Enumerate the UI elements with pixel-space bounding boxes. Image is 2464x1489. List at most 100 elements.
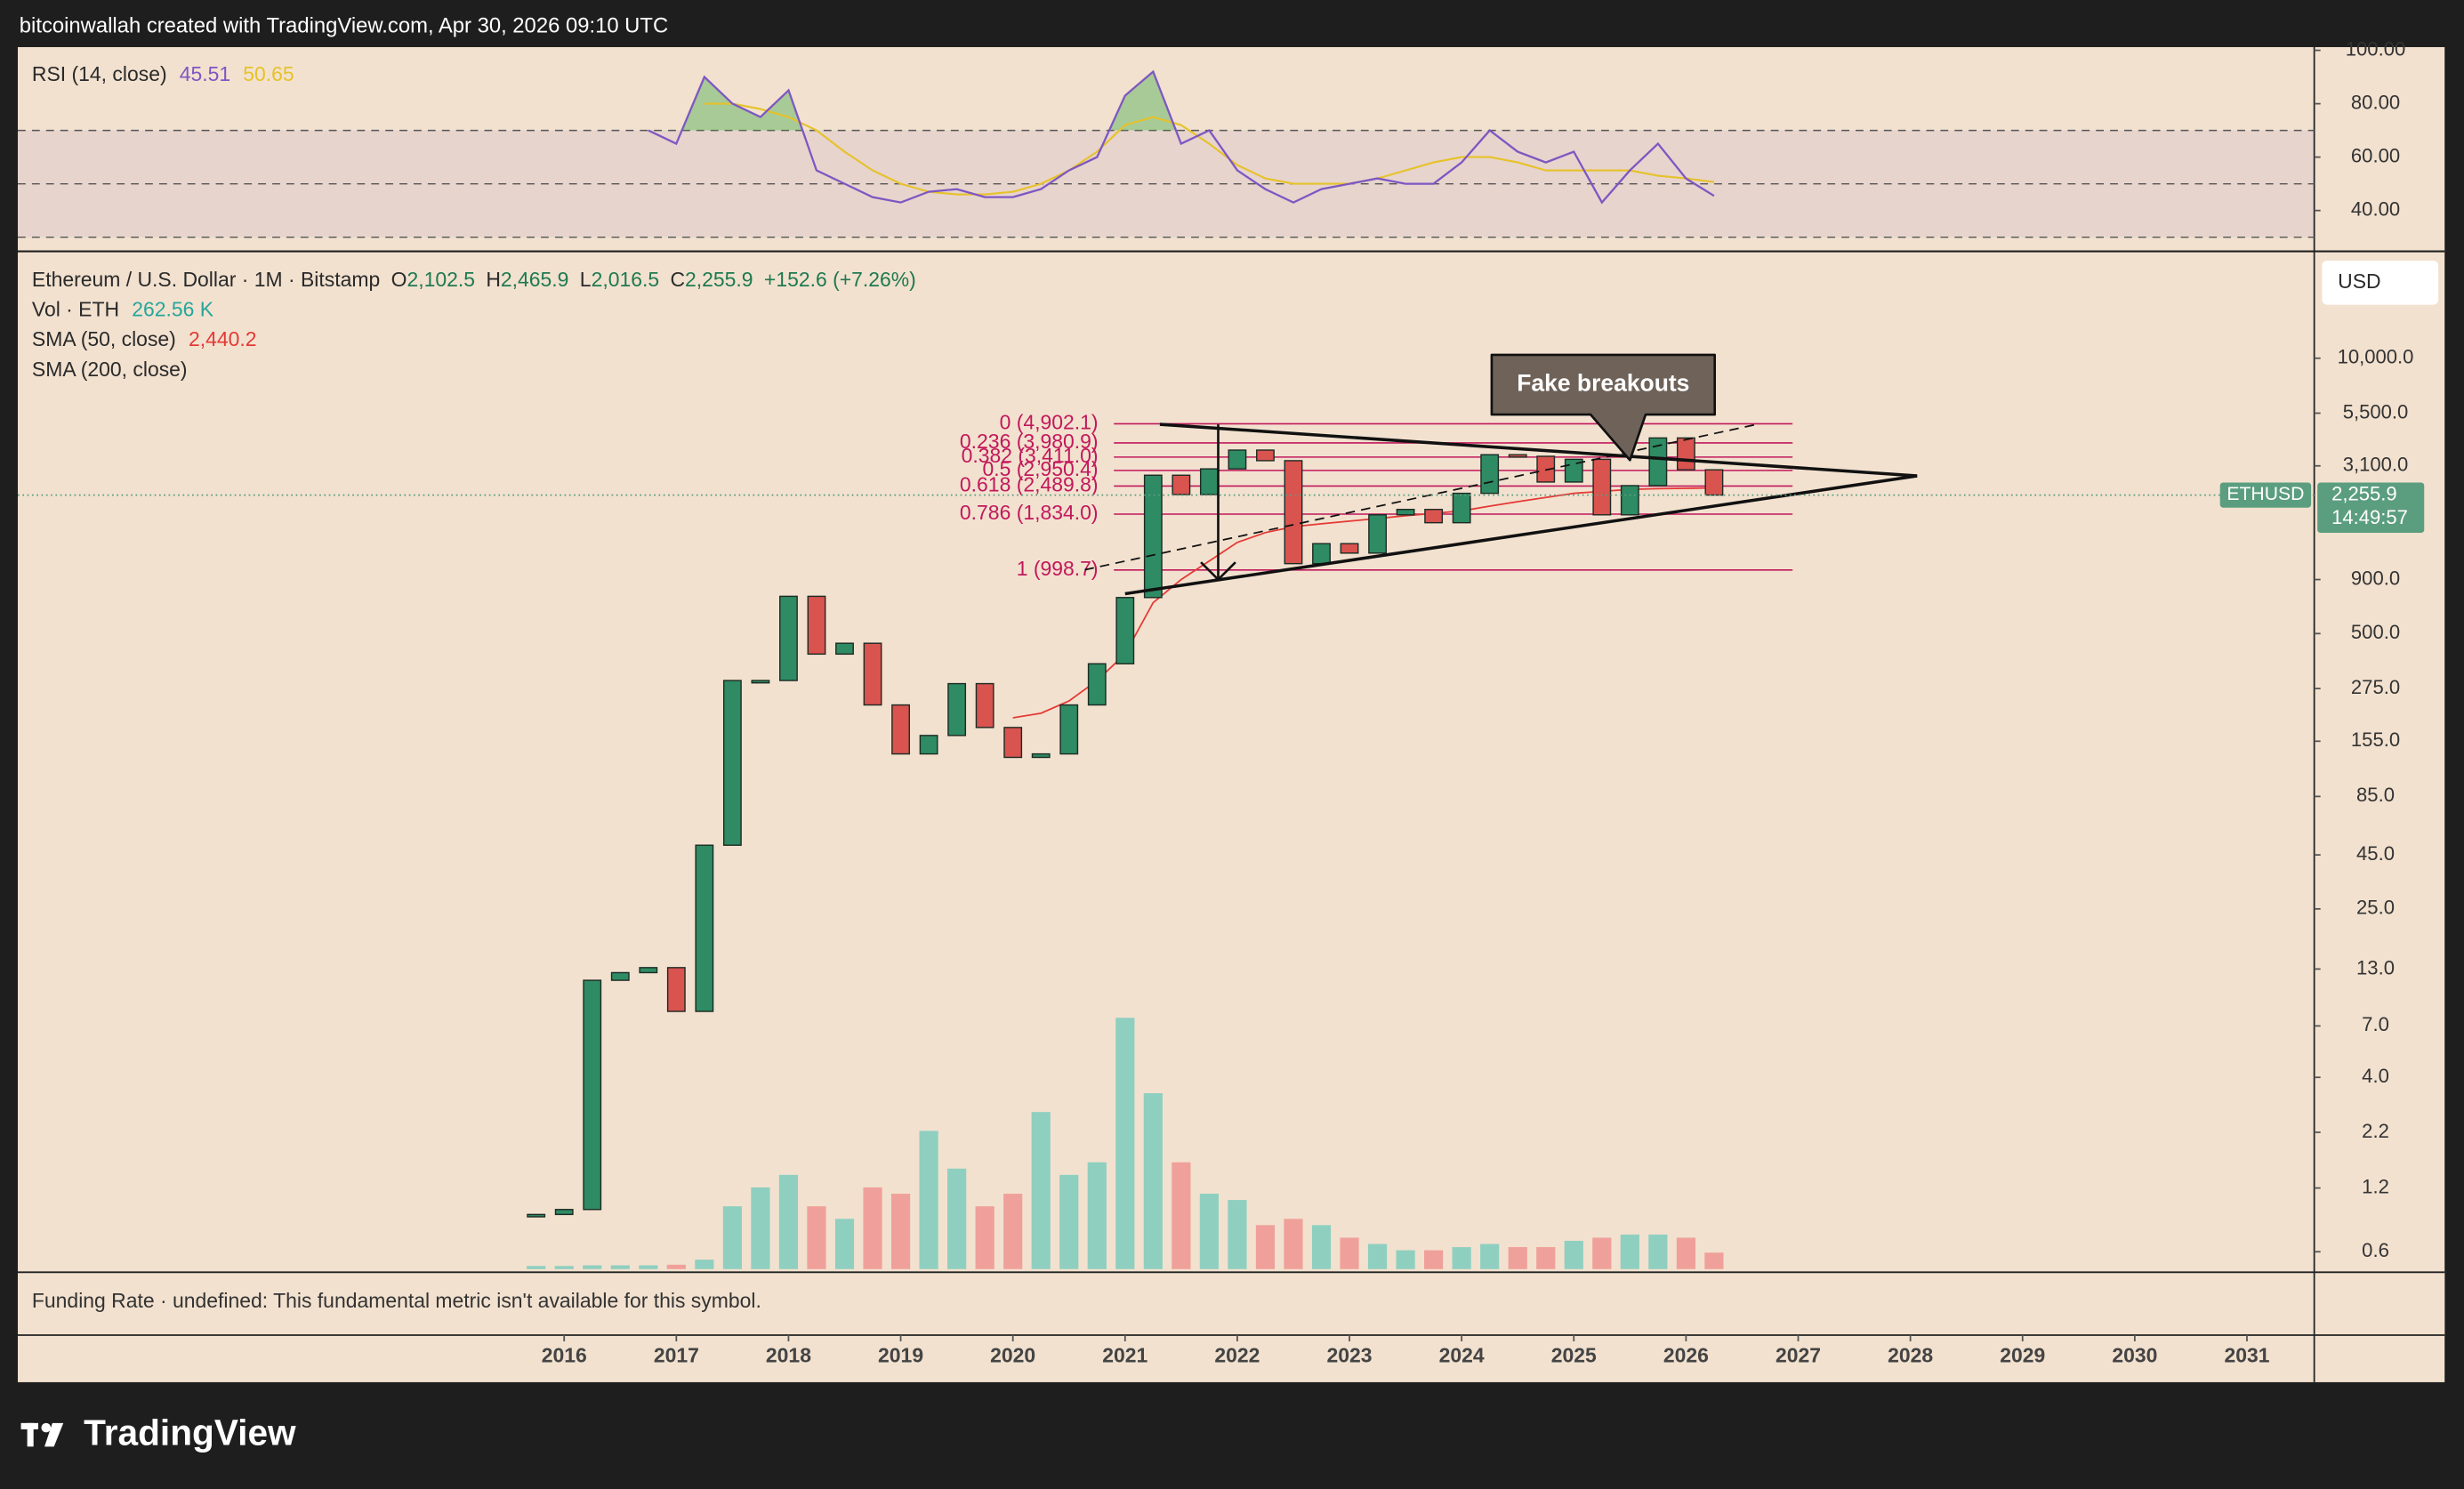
candle (1087, 663, 1107, 706)
volume-bar (1452, 1247, 1471, 1269)
candle (695, 844, 714, 1012)
volume-bar (975, 1206, 994, 1269)
candle (1143, 474, 1163, 599)
logo: TradingView (84, 1413, 296, 1453)
volume-bar (1199, 1194, 1219, 1269)
volume-bar (947, 1168, 967, 1269)
volume-bar (554, 1266, 574, 1269)
volume-bar (751, 1187, 770, 1269)
candle (1676, 437, 1695, 471)
fib-label: 1 (998.7) (1017, 557, 1099, 580)
candle (1031, 753, 1051, 759)
volume-bar (1228, 1200, 1247, 1269)
trend-line (1084, 423, 1758, 571)
candle (891, 704, 910, 755)
y-tick-label: 10,000.0 (2338, 346, 2414, 368)
funding-text: Funding Rate · undefined: This fundament… (32, 1289, 761, 1312)
y-tick-label: 155.0 (2351, 728, 2400, 751)
y-tick-label: 85.0 (2356, 784, 2395, 806)
volume-bar (695, 1260, 714, 1269)
volume-bar (1003, 1194, 1023, 1269)
candle (610, 971, 630, 981)
candle (835, 642, 854, 656)
candle (1172, 474, 1191, 495)
chart-bg (18, 46, 2445, 1382)
x-tick-label: 2025 (1551, 1344, 1597, 1367)
volume-bar (583, 1265, 602, 1269)
fib-label: 0.382 (3,411.0) (962, 444, 1099, 467)
ohlc-key: C (670, 268, 685, 291)
y-tick-label: 7.0 (2362, 1013, 2389, 1035)
y-tick-label: 3,100.0 (2343, 454, 2409, 476)
volume-bar (1648, 1234, 1668, 1269)
volume-bar (1424, 1250, 1444, 1269)
candle (807, 595, 826, 656)
ohlc-value: 2,016.5 (592, 268, 660, 291)
rsi-legend: RSI (14, close) 45.51 50.65 (32, 62, 294, 85)
candle (1115, 597, 1135, 664)
price-label: 2,255.9 (2331, 482, 2397, 504)
price-tag (2317, 482, 2425, 533)
volume-bar (919, 1131, 938, 1269)
volume-bar (1564, 1241, 1583, 1269)
candle (1228, 449, 1247, 470)
candle (583, 979, 602, 1211)
rsi-ma-line (704, 102, 1715, 196)
legend-main: Ethereum / U.S. Dollar · 1M · Bitstamp O2… (32, 268, 916, 291)
candle (919, 735, 938, 755)
change: +152.6 (+7.26%) (764, 268, 916, 291)
arrow-head (1200, 561, 1236, 582)
volume-bar (722, 1206, 742, 1269)
ohlc-key: L (580, 268, 592, 291)
header-text: bitcoinwallah created with TradingView.c… (20, 13, 668, 37)
candle (1284, 460, 1303, 565)
candle (1620, 485, 1639, 516)
candle (554, 1209, 574, 1216)
volume-bar (1536, 1247, 1556, 1269)
currency[interactable]: USD (2338, 270, 2380, 293)
symbol-tag (2219, 482, 2312, 508)
volume-bar (1143, 1093, 1163, 1269)
currency-button[interactable] (2322, 261, 2439, 305)
volume-bar (1087, 1162, 1107, 1269)
candle (779, 595, 798, 681)
countdown: 14:49:57 (2331, 506, 2408, 528)
fib-label: 0.618 (2,489.8) (960, 472, 1099, 495)
volume-bar (890, 1194, 911, 1269)
x-tick-label: 2028 (1888, 1344, 1933, 1367)
symbol: ETHUSD (2226, 484, 2304, 504)
y-tick-label: 4.0 (2362, 1065, 2389, 1087)
x-tick-label: 2018 (766, 1344, 811, 1367)
x-tick-label: 2024 (1439, 1344, 1485, 1367)
volume-bar (807, 1206, 826, 1269)
y-tick-label: 13.0 (2356, 956, 2395, 978)
legend-volume: Vol · ETH 262.56 K (32, 298, 214, 321)
candle (1648, 437, 1668, 487)
legend-sma50: SMA (50, close) 2,440.2 (32, 327, 257, 350)
y-tick-label: 2.2 (2362, 1120, 2389, 1142)
ohlc-value: 2,102.5 (407, 268, 475, 291)
x-tick-label: 2026 (1663, 1344, 1709, 1367)
volume-bar (527, 1266, 546, 1269)
y-tick-label: 0.6 (2362, 1239, 2389, 1261)
volume-bar (1508, 1247, 1527, 1269)
candle (1003, 727, 1023, 759)
candle (1704, 469, 1724, 496)
fib-label: 0 (4,902.1) (1000, 410, 1099, 433)
y-tick-label: 1.2 (2362, 1175, 2389, 1197)
y-tick-label: 25.0 (2356, 897, 2395, 919)
rsi-ma-value: 50.65 (243, 62, 294, 85)
volume-bar (1031, 1112, 1051, 1269)
volume-bar (834, 1219, 855, 1269)
volume-bar (778, 1174, 799, 1269)
candle (1256, 449, 1275, 462)
rsi-tick-label: 60.00 (2351, 144, 2400, 166)
sma-value: 2,440.2 (189, 327, 257, 350)
trend-line (1159, 423, 1918, 478)
fib-label: 0.5 (2,950.4) (982, 457, 1098, 480)
callout-text: Fake breakouts (1517, 370, 1689, 397)
legend-sma200: SMA (200, close) (32, 358, 188, 381)
volume-bar (1620, 1234, 1639, 1269)
callout-box (1490, 353, 1717, 462)
